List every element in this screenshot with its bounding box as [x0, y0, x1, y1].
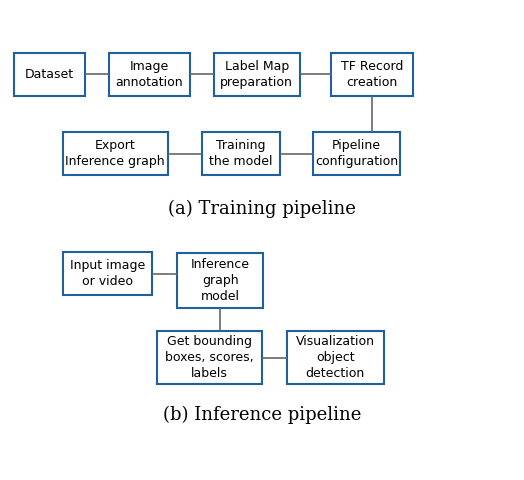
Text: Training
the model: Training the model — [209, 139, 273, 168]
FancyBboxPatch shape — [213, 53, 300, 96]
Text: Pipeline
configuration: Pipeline configuration — [315, 139, 398, 168]
Text: Export
Inference graph: Export Inference graph — [66, 139, 165, 168]
Text: (a) Training pipeline: (a) Training pipeline — [168, 200, 356, 218]
Text: Input image
or video: Input image or video — [70, 259, 145, 288]
Text: Inference
graph
model: Inference graph model — [191, 258, 249, 303]
Text: Dataset: Dataset — [25, 68, 74, 81]
FancyBboxPatch shape — [157, 331, 262, 384]
Text: Label Map
preparation: Label Map preparation — [220, 60, 293, 89]
FancyBboxPatch shape — [63, 252, 152, 295]
FancyBboxPatch shape — [63, 132, 168, 175]
FancyBboxPatch shape — [202, 132, 280, 175]
FancyBboxPatch shape — [177, 253, 263, 309]
FancyBboxPatch shape — [287, 331, 384, 384]
FancyBboxPatch shape — [108, 53, 190, 96]
FancyBboxPatch shape — [14, 53, 85, 96]
Text: TF Record
creation: TF Record creation — [341, 60, 403, 89]
Text: (b) Inference pipeline: (b) Inference pipeline — [163, 406, 361, 424]
FancyBboxPatch shape — [331, 53, 413, 96]
Text: Get bounding
boxes, scores,
labels: Get bounding boxes, scores, labels — [165, 335, 254, 380]
FancyBboxPatch shape — [313, 132, 399, 175]
Text: Image
annotation: Image annotation — [115, 60, 183, 89]
Text: Visualization
object
detection: Visualization object detection — [296, 335, 375, 380]
